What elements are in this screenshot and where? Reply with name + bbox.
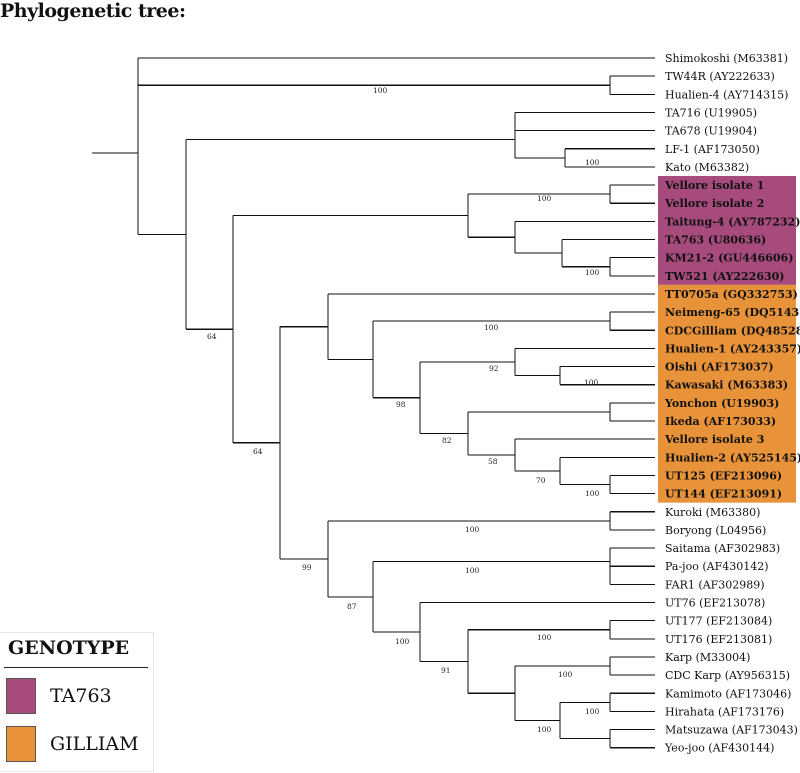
legend-swatch-ta763 bbox=[6, 678, 36, 714]
leaf-label: UT176 (EF213081) bbox=[665, 633, 772, 646]
bootstrap-labels: 100 100 100 100 64 100 64 92 100 98 82 58 70 100 100 99… bbox=[207, 86, 600, 734]
bootstrap-label: 100 bbox=[395, 637, 410, 646]
leaf-label: CDC Karp (AY956315) bbox=[665, 669, 790, 682]
leaf-label: TA678 (U19904) bbox=[665, 125, 757, 138]
genotype-legend: GENOTYPE TA763 GILLIAM bbox=[0, 632, 154, 772]
bootstrap-label: 64 bbox=[207, 332, 217, 341]
figure-title: Phylogenetic tree: bbox=[0, 0, 186, 22]
bootstrap-label: 100 bbox=[465, 525, 480, 534]
leaf-label: Boryong (L04956) bbox=[665, 524, 766, 537]
leaf-label: FAR1 (AF302989) bbox=[665, 578, 765, 591]
leaf-label: Neimeng-65 (DQ514319) bbox=[665, 306, 800, 319]
bootstrap-label: 58 bbox=[488, 457, 498, 466]
genotype-highlights bbox=[658, 175, 796, 503]
leaf-label: TT0705a (GQ332753) bbox=[665, 288, 798, 301]
leaf-label: Yonchon (U19903) bbox=[664, 397, 779, 410]
leaf-label: Pa-joo (AF430142) bbox=[665, 560, 769, 573]
legend-label-ta763: TA763 bbox=[50, 685, 112, 707]
leaf-label: Oishi (AF173037) bbox=[665, 361, 774, 374]
bootstrap-label: 100 bbox=[584, 378, 599, 387]
tree-branches bbox=[92, 57, 655, 749]
leaf-label: Hualien-2 (AY525145) bbox=[665, 451, 800, 464]
leaf-label: Taitung-4 (AY787232) bbox=[665, 215, 800, 228]
leaf-labels: Shimokoshi (M63381) TW44R (AY222633) Huali… bbox=[664, 52, 800, 755]
leaf-label: Kamimoto (AF173046) bbox=[665, 687, 791, 700]
leaf-label: TW521 (AY222630) bbox=[665, 270, 785, 283]
leaf-label: Hirahata (AF173176) bbox=[665, 705, 784, 718]
leaf-label: CDCGilliam (DQ485289) bbox=[665, 324, 800, 337]
leaf-label: TW44R (AY222633) bbox=[665, 70, 775, 83]
bootstrap-label: 100 bbox=[585, 489, 600, 498]
leaf-label: Ikeda (AF173033) bbox=[665, 415, 776, 428]
legend-swatch-gilliam bbox=[6, 726, 36, 762]
bootstrap-label: 92 bbox=[489, 364, 499, 373]
bootstrap-label: 100 bbox=[537, 633, 552, 642]
legend-label-gilliam: GILLIAM bbox=[50, 733, 139, 755]
bootstrap-label: 100 bbox=[484, 323, 499, 332]
leaf-label: TA763 (U80636) bbox=[665, 234, 766, 247]
leaf-label: KM21-2 (GU446606) bbox=[665, 252, 793, 265]
leaf-label: Karp (M33004) bbox=[665, 651, 750, 664]
leaf-label: Vellore isolate 1 bbox=[664, 179, 764, 192]
bootstrap-label: 100 bbox=[537, 194, 552, 203]
bootstrap-label: 70 bbox=[536, 476, 546, 485]
leaf-label: Kuroki (M63380) bbox=[665, 506, 760, 519]
leaf-label: UT144 (EF213091) bbox=[665, 488, 782, 501]
bootstrap-label: 100 bbox=[558, 670, 573, 679]
bootstrap-label: 100 bbox=[585, 158, 600, 167]
leaf-label: Vellore isolate 3 bbox=[664, 433, 764, 446]
leaf-label: TA716 (U19905) bbox=[665, 106, 757, 119]
leaf-label: Hualien-4 (AY714315) bbox=[665, 88, 788, 101]
leaf-label: Matsuzawa (AF173043) bbox=[665, 724, 798, 737]
leaf-label: UT177 (EF213084) bbox=[665, 615, 772, 628]
bootstrap-label: 100 bbox=[465, 566, 480, 575]
bootstrap-label: 99 bbox=[302, 563, 312, 572]
bootstrap-label: 64 bbox=[253, 447, 263, 456]
leaf-label: UT125 (EF213096) bbox=[665, 469, 782, 482]
leaf-label: Kato (M63382) bbox=[665, 161, 749, 174]
bootstrap-label: 100 bbox=[585, 707, 600, 716]
legend-title: GENOTYPE bbox=[8, 637, 130, 659]
leaf-label: Yeo-joo (AF430144) bbox=[664, 742, 774, 755]
bootstrap-label: 87 bbox=[347, 602, 357, 611]
leaf-label: LF-1 (AF173050) bbox=[665, 143, 760, 156]
bootstrap-label: 91 bbox=[441, 666, 451, 675]
leaf-label: Kawasaki (M63383) bbox=[665, 379, 788, 392]
bootstrap-label: 82 bbox=[442, 436, 452, 445]
leaf-label: Vellore isolate 2 bbox=[664, 197, 764, 210]
highlight-gilliam bbox=[658, 284, 796, 503]
highlight-ta763 bbox=[658, 175, 796, 285]
leaf-label: Hualien-1 (AY243357) bbox=[665, 342, 800, 355]
bootstrap-label: 100 bbox=[585, 268, 600, 277]
bootstrap-label: 100 bbox=[373, 86, 388, 95]
bootstrap-label: 100 bbox=[537, 725, 552, 734]
bootstrap-label: 98 bbox=[396, 400, 406, 409]
leaf-label: Shimokoshi (M63381) bbox=[665, 52, 788, 65]
legend-divider bbox=[4, 667, 148, 668]
leaf-label: UT76 (EF213078) bbox=[665, 597, 765, 610]
leaf-label: Saitama (AF302983) bbox=[665, 542, 780, 555]
